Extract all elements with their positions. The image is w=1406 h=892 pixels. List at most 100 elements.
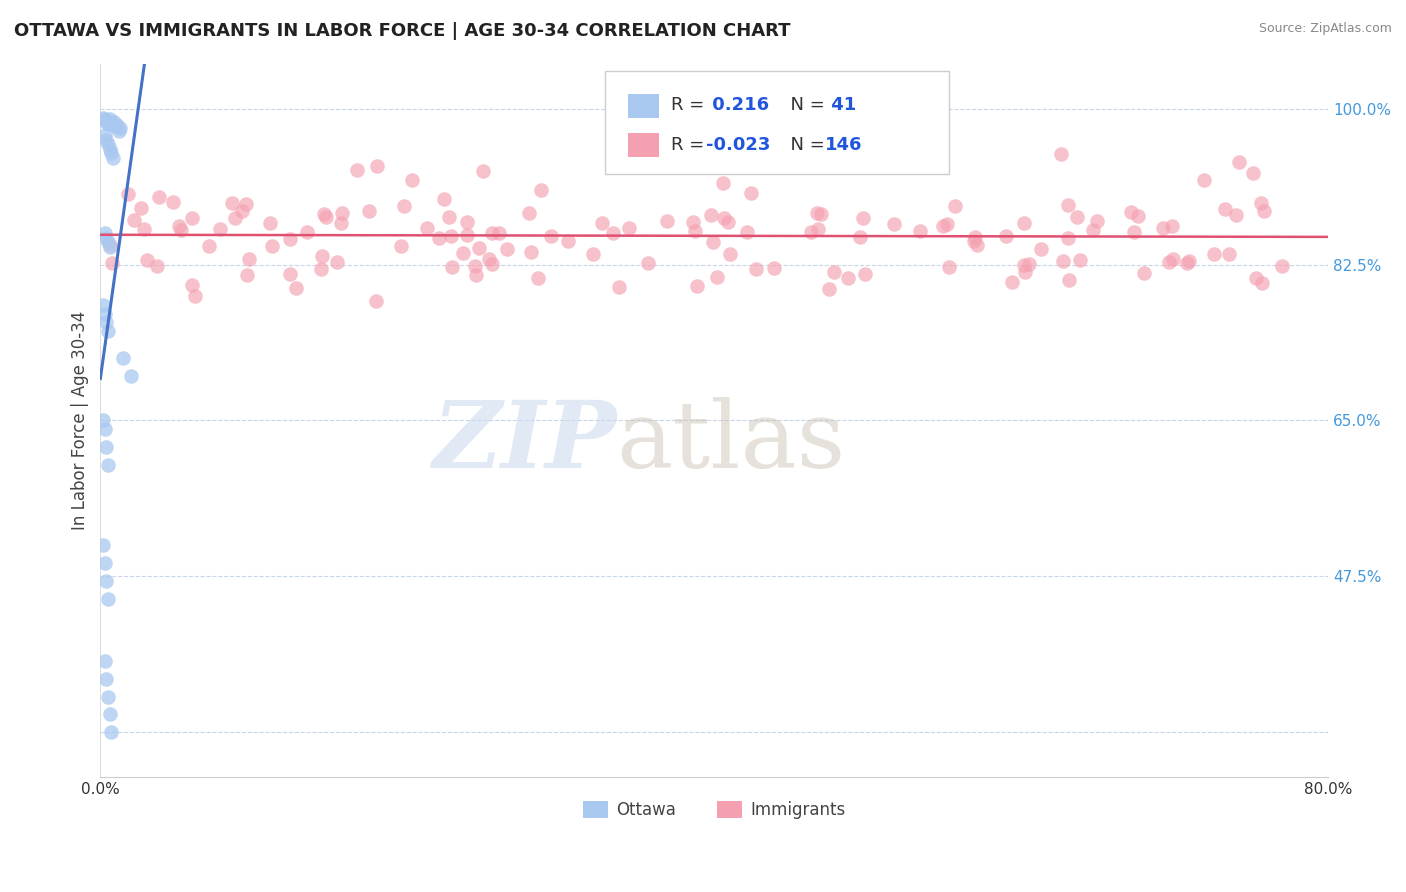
Point (1123, 225, 1146, 239)
Point (440, 229, 463, 244)
Point (1001, 275, 1024, 289)
Point (94, 556, 117, 570)
Point (582, 246, 605, 260)
Point (1250, 196, 1272, 211)
Point (315, 210, 337, 224)
Text: 146: 146 (825, 136, 863, 153)
Point (963, 234, 986, 248)
Point (837, 270, 859, 285)
Point (683, 224, 706, 238)
Point (100, 725, 122, 739)
Point (478, 252, 501, 266)
Point (1133, 266, 1156, 280)
Point (103, 115, 125, 129)
Point (519, 205, 541, 219)
Point (495, 242, 517, 256)
Point (93, 413, 115, 427)
Point (823, 265, 845, 279)
Point (737, 225, 759, 239)
Point (1250, 276, 1272, 290)
Point (540, 229, 562, 244)
Point (278, 268, 301, 282)
Point (745, 262, 768, 277)
Point (718, 247, 741, 261)
Point (806, 206, 828, 220)
Point (389, 238, 412, 252)
Point (364, 294, 387, 309)
Point (699, 208, 721, 222)
Point (401, 173, 423, 187)
Point (357, 204, 380, 219)
Point (93, 298, 115, 312)
Point (716, 215, 738, 229)
Point (682, 215, 704, 229)
Point (818, 282, 841, 296)
Point (706, 269, 728, 284)
Point (100, 115, 122, 129)
Point (481, 227, 503, 241)
Point (101, 118, 124, 132)
Point (97, 591, 120, 606)
Point (181, 211, 204, 226)
Text: OTTAWA VS IMMIGRANTS IN LABOR FORCE | AGE 30-34 CORRELATION CHART: OTTAWA VS IMMIGRANTS IN LABOR FORCE | AG… (14, 22, 790, 40)
Point (810, 207, 832, 221)
Point (184, 289, 207, 303)
Point (557, 234, 579, 248)
Point (711, 177, 734, 191)
Point (1057, 273, 1080, 287)
Point (1192, 173, 1215, 187)
Point (1246, 270, 1268, 285)
Point (1218, 247, 1240, 261)
Text: N =: N = (779, 136, 831, 153)
Point (520, 245, 543, 260)
Point (800, 225, 823, 239)
Point (98, 112, 121, 127)
Point (526, 270, 548, 285)
Point (97, 458, 120, 472)
Point (330, 205, 353, 219)
Point (329, 216, 352, 230)
Point (657, 214, 679, 228)
Point (96, 231, 118, 245)
Point (702, 235, 724, 249)
Text: N =: N = (779, 96, 831, 114)
Point (1241, 166, 1264, 180)
Point (98, 707, 121, 722)
Point (1029, 242, 1052, 256)
Text: 41: 41 (825, 96, 856, 114)
Point (96, 440, 118, 454)
Point (1271, 259, 1294, 273)
Point (311, 249, 333, 263)
Text: -0.023: -0.023 (706, 136, 770, 153)
Point (259, 216, 281, 230)
Text: Source: ZipAtlas.com: Source: ZipAtlas.com (1258, 22, 1392, 36)
Point (852, 211, 875, 226)
Point (94, 654, 117, 668)
Point (1163, 252, 1185, 267)
Point (93, 538, 115, 552)
Point (603, 137, 626, 152)
Point (98, 142, 121, 156)
Point (853, 268, 876, 282)
Point (762, 260, 785, 275)
Point (464, 259, 486, 273)
Point (1018, 257, 1040, 271)
Point (309, 262, 332, 277)
Point (456, 228, 478, 243)
Point (96, 115, 118, 129)
Point (530, 183, 553, 197)
Point (97, 235, 120, 250)
Point (94, 422, 117, 436)
Point (481, 257, 503, 271)
Point (432, 192, 454, 206)
Point (198, 238, 221, 252)
Point (1227, 155, 1250, 169)
Point (848, 229, 870, 244)
Point (231, 204, 253, 219)
Point (488, 226, 510, 240)
Point (472, 164, 495, 178)
Point (146, 259, 169, 273)
Point (994, 229, 1017, 244)
Point (1253, 203, 1275, 218)
Point (392, 199, 415, 213)
